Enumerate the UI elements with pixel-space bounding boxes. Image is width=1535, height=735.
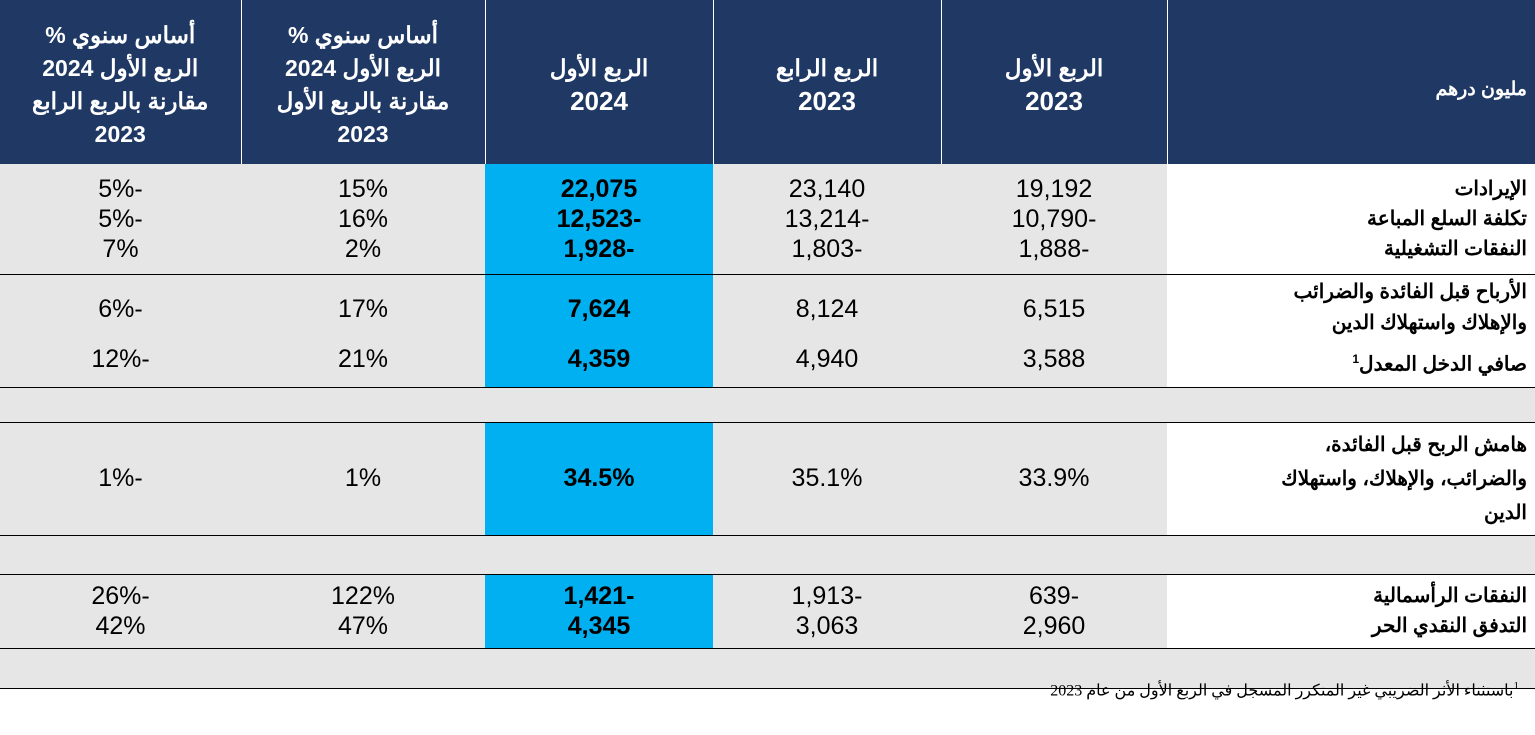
label-margin-line1: هامش الربح قبل الفائدة، bbox=[1324, 433, 1527, 456]
cell-q1-2024: 22,075 -12,523 -1,928 bbox=[485, 164, 713, 274]
row-labels: الإيرادات تكلفة السلع المباعة النفقات ال… bbox=[1167, 164, 1535, 274]
table-row-group-capex: النفقات الرأسمالية التدفق النقدي الحر -6… bbox=[0, 573, 1535, 648]
value: 4,940 bbox=[795, 344, 859, 373]
header-col-q1-2024: الربع الأول 2024 bbox=[484, 0, 713, 164]
cell-q4-2023: 35.1% bbox=[713, 421, 941, 535]
cell-vs-q4: -6% -12% bbox=[0, 273, 241, 387]
table-row-group-revenue: الإيرادات تكلفة السلع المباعة النفقات ال… bbox=[0, 164, 1535, 274]
value: -12% bbox=[91, 344, 150, 373]
footnote-marker: 1 bbox=[1513, 680, 1520, 692]
cell-yoy-q1: 122% 47% bbox=[241, 573, 485, 648]
value: 8,124 bbox=[795, 294, 859, 323]
label-revenue: الإيرادات bbox=[1454, 177, 1527, 200]
value: 7% bbox=[102, 234, 139, 263]
value: 4,345 bbox=[567, 612, 631, 640]
label-fcf: التدفق النقدي الحر bbox=[1371, 615, 1527, 637]
header-col-q4-2023: الربع الرابع 2023 bbox=[712, 0, 941, 164]
cell-q1-2023: 6,515 3,588 bbox=[941, 273, 1167, 387]
financial-table: مليون درهم الربع الأول 2023 الربع الرابع 2… bbox=[0, 0, 1535, 689]
header-col-vs-q4: أساس سنوي % الربع الأول 2024 مقارنة بالربع… bbox=[0, 0, 241, 164]
cell-vs-q4: -1% bbox=[0, 421, 241, 535]
cell-q1-2023: 19,192 -10,790 -1,888 bbox=[941, 164, 1167, 274]
value: -639 bbox=[1028, 582, 1080, 610]
value: 17% bbox=[337, 294, 389, 323]
label-cogs: تكلفة السلع المباعة bbox=[1367, 207, 1527, 230]
value: 4,359 bbox=[567, 344, 631, 373]
cell-q4-2023: -1,913 3,063 bbox=[713, 573, 941, 648]
value: 23,140 bbox=[788, 174, 866, 203]
cell-yoy-q1: 1% bbox=[241, 421, 485, 535]
header-unit-label: مليون درهم bbox=[1166, 0, 1535, 164]
cell-q4-2023: 23,140 -13,214 -1,803 bbox=[713, 164, 941, 274]
value: 21% bbox=[337, 344, 389, 373]
value: 47% bbox=[337, 612, 389, 640]
label-margin-line2: والضرائب، والإهلاك، واستهلاك bbox=[1281, 467, 1527, 490]
spacer-row bbox=[0, 687, 1535, 689]
cell-q4-2023: 8,124 4,940 bbox=[713, 273, 941, 387]
value: 16% bbox=[337, 204, 389, 233]
value: 19,192 bbox=[1015, 174, 1093, 203]
value: 122% bbox=[331, 582, 395, 610]
value: -1,421 bbox=[563, 582, 635, 610]
value: 6,515 bbox=[1022, 294, 1086, 323]
label-ebitda-line1: الأرباح قبل الفائدة والضرائب bbox=[1293, 280, 1527, 303]
value: -5% bbox=[98, 204, 143, 233]
table-row-group-ebitda: الأرباح قبل الفائدة والضرائب والإهلاك وا… bbox=[0, 273, 1535, 387]
cell-vs-q4: -5% -5% 7% bbox=[0, 164, 241, 274]
value: -12,523 bbox=[556, 204, 642, 233]
cell-q1-2023: 33.9% bbox=[941, 421, 1167, 535]
value: 7,624 bbox=[567, 294, 631, 323]
value: -26% bbox=[91, 582, 150, 610]
cell-q1-2024: -1,421 4,345 bbox=[485, 573, 713, 648]
cell-yoy-q1: 15% 16% 2% bbox=[241, 164, 485, 274]
row-labels: الأرباح قبل الفائدة والضرائب والإهلاك وا… bbox=[1167, 273, 1535, 387]
value: 22,075 bbox=[560, 174, 638, 203]
label-opex: النفقات التشغيلية bbox=[1384, 237, 1527, 260]
value: -13,214 bbox=[784, 204, 870, 233]
row-labels: هامش الربح قبل الفائدة، والضرائب، والإهل… bbox=[1167, 421, 1535, 535]
cell-q1-2024: 7,624 4,359 bbox=[485, 273, 713, 387]
header-col-q1-2023: الربع الأول 2023 bbox=[940, 0, 1167, 164]
value: -1,803 bbox=[791, 234, 863, 263]
value: 2% bbox=[344, 234, 382, 263]
header-col-yoy-q1: أساس سنوي % الربع الأول 2024 مقارنة بالربع… bbox=[240, 0, 485, 164]
value: -1,928 bbox=[563, 234, 635, 263]
label-ebitda-line2: والإهلاك واستهلاك الدين bbox=[1331, 311, 1527, 334]
value: -6% bbox=[98, 294, 143, 323]
value: -1,913 bbox=[791, 582, 863, 610]
value: 3,588 bbox=[1022, 344, 1086, 373]
footnote-text: باستثناء الأثر الضريبي غير المتكرر المسج… bbox=[1050, 682, 1514, 700]
value: 2,960 bbox=[1022, 612, 1086, 640]
cell-vs-q4: -26% 42% bbox=[0, 573, 241, 648]
table-row-group-margin: هامش الربح قبل الفائدة، والضرائب، والإهل… bbox=[0, 421, 1535, 535]
header-row: مليون درهم الربع الأول 2023 الربع الرابع 2… bbox=[0, 0, 1535, 164]
spacer-row bbox=[0, 647, 1535, 688]
spacer-row bbox=[0, 386, 1535, 422]
cell-q1-2024: 34.5% bbox=[485, 421, 713, 535]
value: -5% bbox=[98, 174, 143, 203]
footnote: 1باستثناء الأثر الضريبي غير المتكرر المس… bbox=[1050, 680, 1519, 700]
cell-yoy-q1: 17% 21% bbox=[241, 273, 485, 387]
label-adj-net-income: صافي الدخل المعدل1 bbox=[1352, 351, 1527, 376]
label-margin-line3: الدين bbox=[1484, 501, 1527, 524]
row-labels: النفقات الرأسمالية التدفق النقدي الحر bbox=[1167, 573, 1535, 648]
label-capex: النفقات الرأسمالية bbox=[1373, 585, 1527, 607]
value: 3,063 bbox=[795, 612, 859, 640]
value: 15% bbox=[337, 174, 389, 203]
cell-q1-2023: -639 2,960 bbox=[941, 573, 1167, 648]
value: -1,888 bbox=[1018, 234, 1090, 263]
value: 42% bbox=[95, 612, 146, 640]
value: -10,790 bbox=[1011, 204, 1097, 233]
spacer-row bbox=[0, 534, 1535, 574]
